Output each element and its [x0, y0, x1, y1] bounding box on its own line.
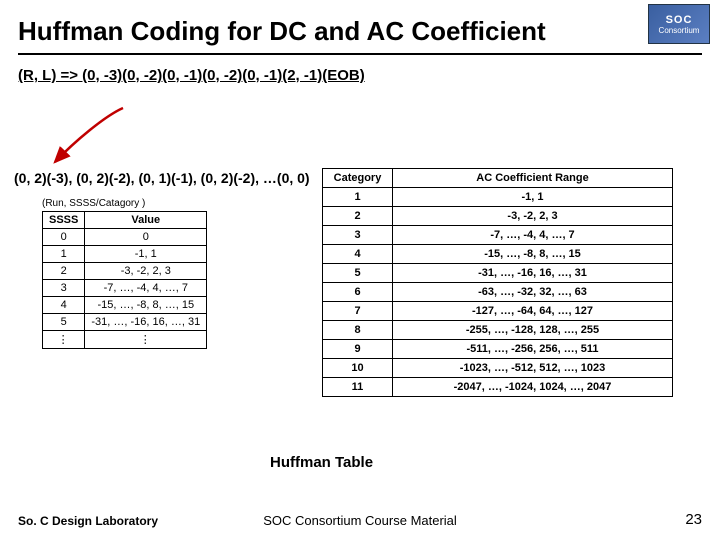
col-range: AC Coefficient Range — [393, 169, 673, 188]
col-value: Value — [85, 212, 207, 229]
table-row: 4-15, …, -8, 8, …, 15 — [43, 297, 207, 314]
table-row: ⋮⋮ — [43, 331, 207, 349]
mapped-sequence: (0, 2)(-3), (0, 2)(-2), (0, 1)(-1), (0, … — [14, 170, 310, 186]
table-row: 3-7, …, -4, 4, …, 7 — [43, 280, 207, 297]
table-row: 10-1023, …, -512, 512, …, 1023 — [323, 359, 673, 378]
table-row: 11-2047, …, -1024, 1024, …, 2047 — [323, 378, 673, 397]
rl-underline: (R, L) => (0, -3)(0, -2)(0, -1)(0, -2)(0… — [18, 67, 365, 84]
table-row: 7-127, …, -64, 64, …, 127 — [323, 302, 673, 321]
left-caption: (Run, SSSS/Catagory ) — [42, 198, 207, 209]
table-row: 1-1, 1 — [323, 188, 673, 207]
col-ssss: SSSS — [43, 212, 85, 229]
rl-sequence: (R, L) => (0, -3)(0, -2)(0, -1)(0, -2)(0… — [18, 67, 702, 84]
left-table-box: (Run, SSSS/Catagory ) SSSS Value 00 1-1,… — [42, 198, 207, 349]
table-row: 8-255, …, -128, 128, …, 255 — [323, 321, 673, 340]
category-table: Category AC Coefficient Range 1-1, 1 2-3… — [322, 168, 673, 397]
logo-line2: Consortium — [659, 26, 700, 35]
logo-line1: SOC — [666, 14, 693, 26]
table-row: 6-63, …, -32, 32, …, 63 — [323, 283, 673, 302]
table-row: 4-15, …, -8, 8, …, 15 — [323, 245, 673, 264]
table-row: 9-511, …, -256, 256, …, 511 — [323, 340, 673, 359]
table-header-row: Category AC Coefficient Range — [323, 169, 673, 188]
right-table-box: Category AC Coefficient Range 1-1, 1 2-3… — [322, 168, 673, 397]
table-row: 5-31, …, -16, 16, …, 31 — [323, 264, 673, 283]
soc-logo: SOC Consortium — [648, 4, 710, 44]
ssss-table: SSSS Value 00 1-1, 1 2-3, -2, 2, 3 3-7, … — [42, 211, 207, 349]
page-number: 23 — [685, 511, 702, 528]
table-row: 00 — [43, 229, 207, 246]
footer-center: SOC Consortium Course Material — [0, 513, 720, 528]
col-category: Category — [323, 169, 393, 188]
table-row: 2-3, -2, 2, 3 — [323, 207, 673, 226]
table-row: 1-1, 1 — [43, 246, 207, 263]
huffman-table-label: Huffman Table — [270, 454, 373, 471]
arrow-icon — [45, 106, 145, 166]
table-row: 2-3, -2, 2, 3 — [43, 263, 207, 280]
table-row: 5-31, …, -16, 16, …, 31 — [43, 314, 207, 331]
table-row: 3-7, …, -4, 4, …, 7 — [323, 226, 673, 245]
slide-title: Huffman Coding for DC and AC Coefficient — [18, 10, 702, 55]
table-header-row: SSSS Value — [43, 212, 207, 229]
